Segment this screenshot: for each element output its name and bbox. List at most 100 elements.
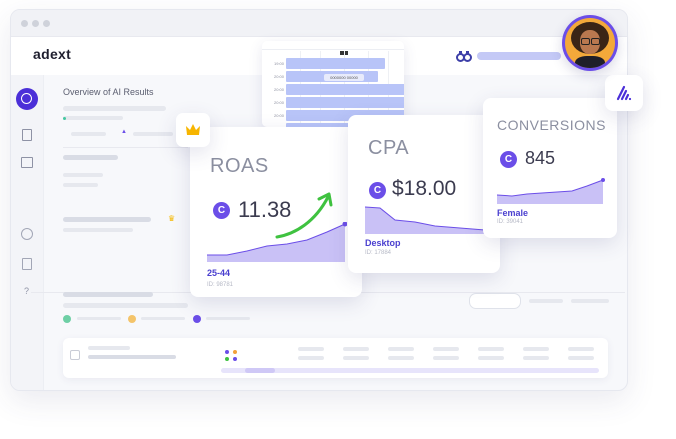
search-input[interactable] [477, 52, 561, 60]
adext-mark-icon [616, 85, 632, 101]
status-dot [225, 350, 229, 354]
placeholder-line [523, 347, 549, 351]
area-chart [497, 178, 605, 204]
window-dot-maximize[interactable] [43, 20, 50, 27]
placeholder-line [388, 347, 414, 351]
placeholder-line [343, 347, 369, 351]
crown-badge [176, 113, 210, 147]
card-value: 845 [525, 148, 556, 168]
document-icon[interactable] [22, 258, 32, 270]
copyright-icon[interactable] [21, 228, 33, 240]
legend-dot-green [63, 315, 71, 323]
trend-arrow-icon [275, 192, 333, 239]
cpa-card[interactable]: CPA C $18.00 Desktop ID: 17884 [348, 115, 500, 273]
bar [286, 123, 380, 127]
status-dot [233, 357, 237, 361]
crown-icon [186, 124, 200, 135]
card-value: 11.38 [238, 197, 292, 222]
status-dot [233, 350, 237, 354]
placeholder-line [343, 356, 369, 360]
filter-pill[interactable] [469, 293, 521, 309]
area-chart [365, 206, 485, 234]
currency-icon: C [369, 182, 386, 199]
roas-card[interactable]: ROAS C 11.38 25-44 ID: 98781 [190, 127, 362, 297]
card-value: $18.00 [392, 177, 457, 200]
placeholder-line [63, 303, 188, 308]
mini-bar-chart: 19:00 20:00 20:00 20:00 20:00 20:00 0000000 0… [262, 41, 404, 127]
card-title: ROAS [210, 155, 269, 177]
placeholder-line [568, 347, 594, 351]
chart-endpoint [601, 178, 605, 182]
currency-icon: C [500, 151, 517, 168]
adext-badge[interactable] [605, 75, 643, 111]
placeholder-line [571, 299, 609, 303]
overview-panel: Overview of AI Results ▲ ♛ [53, 80, 283, 250]
adext-mark-icon: ▲ [121, 129, 127, 135]
placeholder-line [63, 292, 153, 297]
bar-row-label: 20:00 [274, 74, 285, 79]
bar [286, 84, 404, 95]
bar-row-label: 20:00 [274, 87, 285, 92]
window-dot-close[interactable] [21, 20, 28, 27]
segment-id: ID: 98781 [207, 282, 234, 288]
help-icon[interactable]: ? [23, 286, 29, 296]
chart-axis-top [262, 49, 404, 50]
crown-icon: ♛ [168, 214, 176, 223]
avatar[interactable] [562, 15, 618, 71]
placeholder-line [88, 346, 130, 350]
placeholder-line [63, 106, 166, 111]
logo: adext [33, 46, 72, 62]
card-title: CONVERSIONS [497, 117, 606, 133]
avatar-glasses [591, 38, 600, 45]
segment-id: ID: 17884 [365, 250, 392, 256]
card-title: CPA [368, 137, 410, 159]
placeholder-line [433, 347, 459, 351]
placeholder-line [523, 356, 549, 360]
bar [286, 97, 404, 108]
bar-row-label: 20:00 [274, 113, 285, 118]
placeholder-line [63, 155, 118, 160]
avatar-face [580, 30, 600, 54]
title-bar [11, 10, 627, 37]
placeholder-line [63, 116, 123, 120]
panel-title: Overview of AI Results [63, 87, 154, 97]
row-checkbox[interactable] [70, 350, 80, 360]
status-dot [225, 357, 229, 361]
placeholder-line [77, 317, 121, 320]
bar-row-label: 20:00 [274, 126, 284, 127]
progress-track [221, 368, 599, 373]
bar-row-label: 20:00 [274, 100, 285, 105]
sidebar-item-home[interactable] [16, 88, 38, 110]
placeholder-line [568, 356, 594, 360]
status-dot [63, 117, 66, 120]
binoculars-icon[interactable] [456, 49, 472, 63]
currency-icon: C [213, 202, 230, 219]
legend-dot-purple [193, 315, 201, 323]
segment-label: Desktop [365, 238, 401, 248]
placeholder-line [298, 356, 324, 360]
placeholder-line [63, 217, 151, 222]
placeholder-line [388, 356, 414, 360]
table-row[interactable] [63, 338, 608, 378]
placeholder-line [206, 317, 250, 320]
avatar-photo [565, 18, 615, 68]
chart-tooltip: 0000000 00000 [324, 74, 364, 81]
image-icon[interactable] [21, 157, 33, 168]
placeholder-line [63, 228, 133, 232]
chart-endpoint [342, 222, 347, 227]
placeholder-line [63, 173, 103, 177]
segment-label: Female [497, 208, 529, 218]
segment-label: 25-44 [207, 268, 231, 278]
bar-row-label: 19:00 [274, 61, 285, 66]
placeholder-line [529, 299, 563, 303]
placeholder-line [433, 356, 459, 360]
conversions-card[interactable]: CONVERSIONS C 845 Female ID: 39041 [483, 98, 617, 238]
avatar-glasses [581, 38, 590, 45]
sidebar: ? [11, 75, 44, 390]
placeholder-line [298, 347, 324, 351]
document-icon[interactable] [22, 129, 32, 141]
window-dot-minimize[interactable] [32, 20, 39, 27]
legend-dot-orange [128, 315, 136, 323]
avatar-shirt [575, 56, 605, 68]
bar [286, 110, 404, 121]
